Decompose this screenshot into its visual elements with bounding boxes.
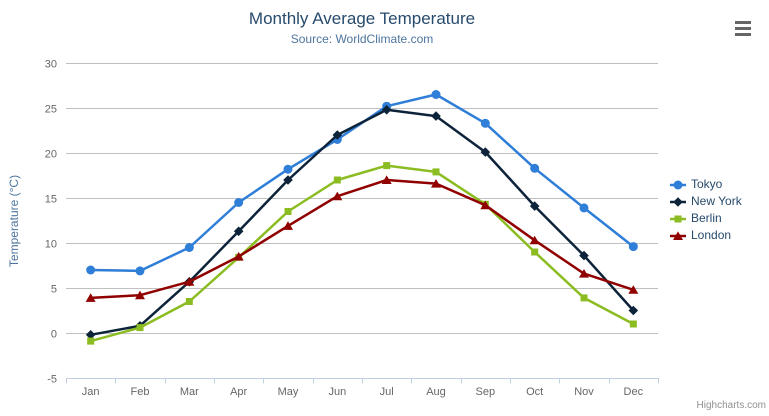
legend-item-new-york[interactable]: New York xyxy=(670,193,742,210)
y-axis-label: 10 xyxy=(45,239,57,251)
legend-marker-circle-icon xyxy=(670,180,686,189)
x-axis-label: Aug xyxy=(426,386,446,398)
legend-item-tokyo[interactable]: Tokyo xyxy=(670,176,742,193)
legend-item-berlin[interactable]: Berlin xyxy=(670,210,742,227)
highcharts-credits[interactable]: Highcharts.com xyxy=(696,400,766,411)
x-axis-label: Sep xyxy=(476,386,496,398)
x-axis-label: Feb xyxy=(131,386,150,398)
series-line-tokyo[interactable] xyxy=(89,93,635,273)
legend-label: New York xyxy=(691,194,742,208)
y-axis-label: -5 xyxy=(47,374,57,386)
x-axis-label: Nov xyxy=(574,386,594,398)
y-axis-label: 30 xyxy=(45,59,57,71)
x-axis-label: Oct xyxy=(526,386,543,398)
legend-label: Tokyo xyxy=(691,177,723,191)
legend-item-london[interactable]: London xyxy=(670,227,742,244)
legend-label: London xyxy=(691,228,732,242)
series-line-berlin[interactable] xyxy=(89,164,635,343)
legend-label: Berlin xyxy=(691,211,722,225)
chart-title: Monthly Average Temperature xyxy=(248,9,476,28)
x-axis-label: Dec xyxy=(624,386,644,398)
x-axis-label: Jun xyxy=(328,386,346,398)
y-axis-label: 0 xyxy=(51,329,57,341)
series-line-london[interactable] xyxy=(89,178,635,300)
series-line-new-york[interactable] xyxy=(89,108,635,337)
y-axis-label: 5 xyxy=(51,284,57,296)
series-markers-new-york[interactable] xyxy=(85,105,639,340)
legend-marker-diamond-icon xyxy=(670,196,686,207)
x-axis-label: Jul xyxy=(380,386,394,398)
legend-marker-triangle-icon xyxy=(670,230,686,240)
chart-context-menu-button[interactable] xyxy=(735,21,751,36)
legend: Tokyo New York Berlin London xyxy=(670,176,742,244)
legend-marker-square-icon xyxy=(670,215,686,222)
x-axis-label: Apr xyxy=(230,386,247,398)
hamburger-icon xyxy=(735,21,751,36)
x-axis-label: Mar xyxy=(180,386,199,398)
y-axis-label: 20 xyxy=(45,149,57,161)
series-markers-tokyo[interactable] xyxy=(86,90,638,276)
x-axis-label: May xyxy=(278,386,299,398)
x-axis-label: Jan xyxy=(82,386,100,398)
y-axis-label: 25 xyxy=(45,104,57,116)
series-markers-london[interactable] xyxy=(85,175,639,302)
y-axis-label: 15 xyxy=(45,194,57,206)
y-axis-title: Temperature (°C) xyxy=(7,174,21,268)
chart-subtitle: Source: WorldClimate.com xyxy=(290,32,434,46)
